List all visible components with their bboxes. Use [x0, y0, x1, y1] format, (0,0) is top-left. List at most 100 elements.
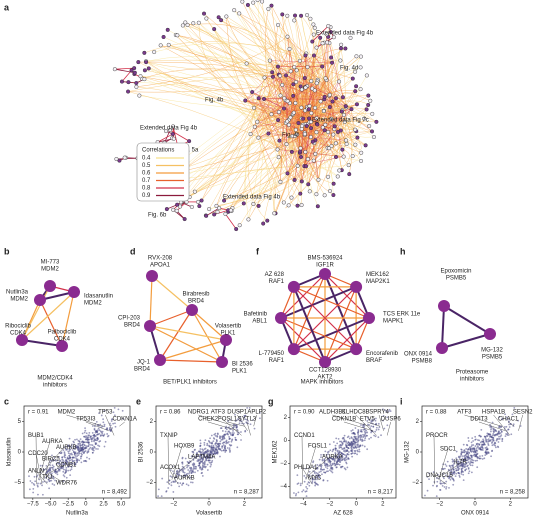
- scatter-point: [79, 442, 82, 445]
- scatter-point: [335, 466, 338, 469]
- scatter-point: [209, 449, 212, 452]
- network-node: [174, 208, 179, 213]
- scatter-point: [373, 418, 375, 421]
- scatter-point: [332, 448, 335, 451]
- scatter-point: [326, 456, 328, 459]
- scatter-point: [330, 457, 332, 460]
- scatter-point: [63, 475, 66, 478]
- network-node: [354, 84, 359, 89]
- scatter-point: [212, 440, 215, 443]
- network-edge: [220, 19, 333, 63]
- scatter-point: [316, 464, 319, 466]
- network-node: [320, 125, 325, 130]
- network-edge: [280, 53, 307, 96]
- cluster-edge: [39, 299, 63, 347]
- scatter-point: [360, 428, 363, 431]
- scatter-point: [341, 448, 344, 450]
- scatter-point: [315, 471, 318, 474]
- scatter-point: [472, 459, 475, 462]
- scatter-point: [451, 458, 454, 461]
- scatter-point: [99, 430, 102, 433]
- network-node: [303, 149, 308, 154]
- network-node: [246, 217, 251, 222]
- scatter-point: [375, 426, 378, 429]
- scatter-point: [96, 439, 99, 442]
- scatter-point: [52, 468, 54, 471]
- scatter-point: [344, 468, 347, 471]
- cluster-node: [216, 356, 228, 368]
- scatter-point: [50, 479, 53, 482]
- leader-line: [198, 414, 236, 427]
- scatter-point: [504, 413, 507, 416]
- network-node: [328, 189, 333, 194]
- network-node: [224, 14, 229, 19]
- scatter-point: [479, 455, 481, 457]
- network-edge: [312, 25, 329, 42]
- cluster-node: [220, 334, 232, 346]
- network-node: [307, 104, 312, 109]
- scatter-point: [489, 435, 492, 438]
- scatter-point: [319, 465, 322, 468]
- scatter-point: [58, 456, 60, 458]
- scatter-point: [491, 436, 494, 439]
- scatter-point: [236, 428, 239, 431]
- scatter-point: [226, 442, 229, 444]
- scatter-point: [491, 444, 494, 447]
- scatter-point: [449, 466, 452, 469]
- scatter-point: [315, 474, 317, 477]
- scatter-point: [178, 473, 180, 476]
- network-node: [286, 122, 291, 127]
- scatter-point: [203, 441, 206, 444]
- network-node: [286, 203, 291, 208]
- scatter-point: [71, 460, 74, 463]
- scatter-point: [331, 471, 334, 474]
- scatter-point: [337, 460, 340, 462]
- scatter-point: [230, 440, 233, 443]
- network-edge: [294, 66, 327, 81]
- network-node: [292, 18, 297, 23]
- network-node: [285, 13, 290, 18]
- scatter-point: [98, 445, 101, 448]
- scatter-point: [246, 406, 249, 409]
- scatter-point: [76, 455, 78, 458]
- scatter-point: [308, 470, 311, 473]
- scatter-point: [224, 451, 227, 453]
- gene-label: MDM2: [58, 410, 76, 416]
- network-node: [119, 79, 124, 84]
- scatter-point: [334, 444, 337, 447]
- panel-label: g: [268, 396, 274, 406]
- network-edge: [287, 173, 302, 182]
- network-edge: [339, 149, 350, 171]
- scatter-point: [324, 471, 327, 474]
- scatter-point: [499, 432, 502, 434]
- scatter-point: [343, 447, 346, 449]
- scatter-point: [251, 419, 254, 421]
- scatter-point: [372, 425, 375, 428]
- scatter-point: [324, 450, 327, 453]
- network-node: [354, 54, 359, 59]
- network-node: [134, 84, 139, 89]
- scatter-point: [341, 442, 344, 445]
- scatter-point: [76, 460, 79, 463]
- scatter-point: [491, 421, 494, 424]
- network-node: [243, 98, 248, 103]
- scatter-point: [193, 466, 195, 469]
- scatter-point: [48, 487, 51, 490]
- scatter-point: [68, 450, 71, 452]
- scatter-point: [322, 453, 325, 456]
- scatter-point: [230, 433, 232, 436]
- gene-label: IL7R: [454, 460, 467, 466]
- scatter-point: [227, 433, 230, 436]
- scatter-point: [454, 475, 457, 478]
- scatter-point: [462, 473, 465, 476]
- scatter-point: [181, 484, 183, 486]
- network-edge: [309, 118, 332, 123]
- scatter-point: [475, 453, 478, 456]
- network-node: [295, 203, 300, 208]
- scatter-point: [328, 443, 331, 446]
- scatter-point: [352, 440, 355, 442]
- scatter-point: [34, 480, 37, 483]
- scatter-point: [370, 425, 373, 428]
- cluster-caption: Proteasome: [456, 370, 489, 376]
